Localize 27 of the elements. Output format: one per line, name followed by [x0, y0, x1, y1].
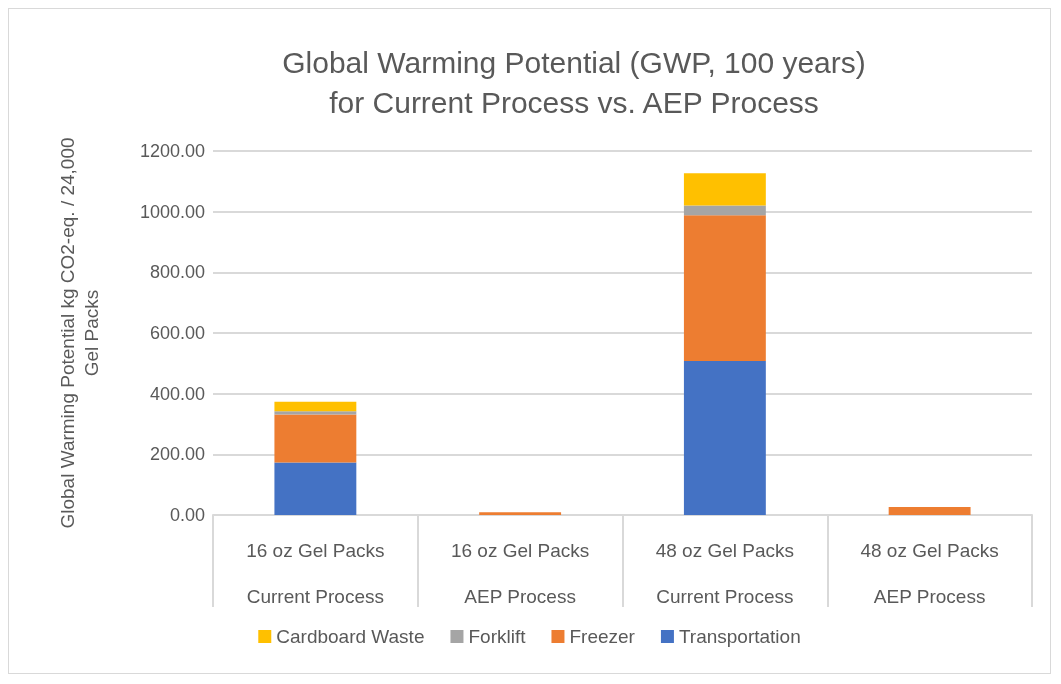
- bar: [683, 173, 766, 206]
- bar: [683, 215, 766, 361]
- bar: [274, 462, 357, 515]
- chart-title: Global Warming Potential (GWP, 100 years) for Current Process vs. AEP Process: [282, 45, 866, 119]
- y-tick-label: 200.00: [149, 444, 205, 465]
- bar: [274, 411, 357, 415]
- legend-label: Transportation: [678, 626, 801, 647]
- y-tick-label: 1200.00: [139, 141, 205, 161]
- category-label: 48 oz Gel Packs Current Process: [655, 539, 795, 607]
- y-tick-label: 400.00: [149, 383, 205, 404]
- bar: [888, 507, 971, 515]
- category-label: 48 oz Gel Packs AEP Process: [860, 539, 999, 607]
- y-tick-label: 0.00: [169, 505, 205, 525]
- y-tick-label: 800.00: [149, 262, 205, 283]
- category-label: 16 oz Gel Packs Current Process: [246, 539, 385, 607]
- bar: [274, 401, 357, 412]
- bar: [683, 360, 766, 515]
- legend-label: Forklift: [468, 626, 527, 647]
- bar: [683, 205, 766, 216]
- category-label: 16 oz Gel Packs AEP Process: [450, 539, 590, 607]
- y-tick-label: 1000.00: [139, 201, 205, 222]
- bar: [479, 512, 562, 515]
- y-axis-title: Global Warming Potential kg CO2-eq. / 24,000 Gel Packs: [56, 137, 102, 529]
- bar: [274, 414, 357, 463]
- legend-label: Cardboard Waste: [276, 626, 425, 647]
- legend-label: Freezer: [569, 626, 636, 647]
- y-tick-label: 600.00: [149, 323, 205, 343]
